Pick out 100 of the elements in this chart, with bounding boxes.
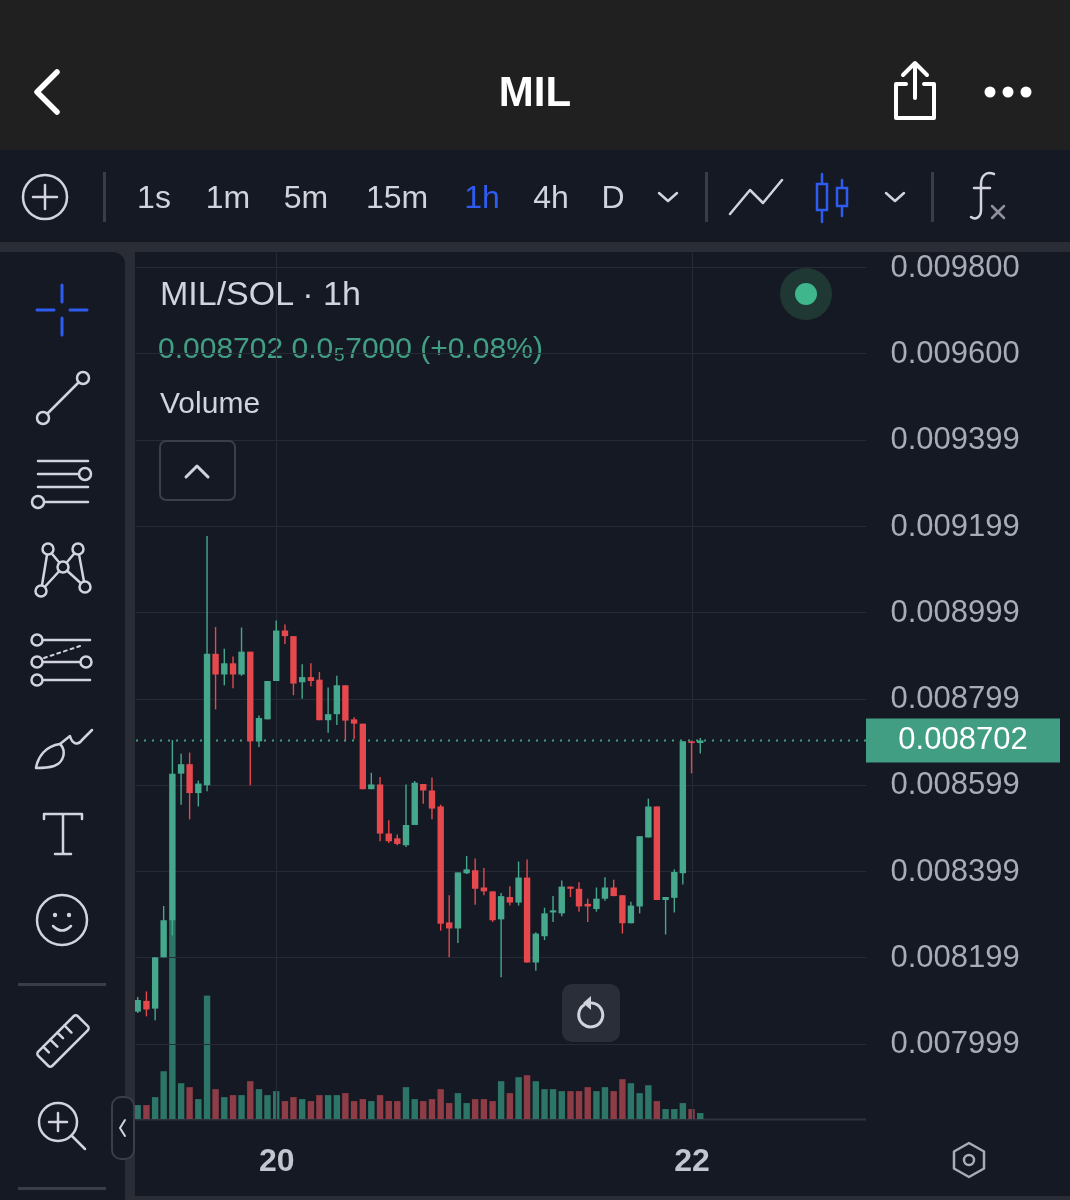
bar — [186, 1087, 193, 1119]
bar — [255, 1089, 263, 1119]
bar — [298, 1099, 306, 1119]
bar — [307, 1101, 315, 1119]
bar — [489, 1101, 496, 1119]
bar — [523, 1075, 531, 1119]
ref-line-label: 0.008702 — [898, 721, 1028, 757]
y-tick-label: 0.008799 — [890, 680, 1020, 716]
y-tick-label: 0.008999 — [890, 593, 1020, 629]
bar — [264, 1095, 271, 1119]
bar — [645, 1085, 652, 1119]
bar — [394, 1101, 401, 1119]
annotation: 0.008702 0.0₅7000 (+0.08%) — [158, 330, 543, 366]
text: 1m — [205, 178, 251, 216]
candlestick — [575, 881, 583, 913]
bar — [247, 1081, 254, 1119]
bar — [333, 1095, 341, 1119]
text: 1s — [137, 178, 171, 216]
bar — [549, 1089, 557, 1119]
candlestick — [229, 655, 237, 689]
bar — [697, 1113, 704, 1119]
bar — [195, 1099, 202, 1119]
candlestick — [350, 716, 358, 740]
bar — [368, 1101, 375, 1119]
y-tick-label: 0.009800 — [890, 248, 1020, 284]
bar — [420, 1101, 427, 1119]
bar — [506, 1093, 514, 1119]
y-tick-label: 0.008399 — [890, 852, 1020, 888]
bar — [385, 1101, 392, 1119]
text: 1h — [464, 178, 500, 216]
candlestick — [446, 894, 453, 959]
y-tick-label: 0.009199 — [890, 507, 1020, 543]
bar — [584, 1087, 591, 1119]
candlestick — [601, 876, 609, 902]
bar — [212, 1089, 219, 1119]
bar — [671, 1109, 678, 1119]
candlestick — [593, 886, 600, 913]
bar — [679, 1103, 687, 1119]
bar — [203, 995, 211, 1119]
bar — [653, 1101, 661, 1119]
candlestick — [497, 892, 505, 978]
bar — [350, 1101, 358, 1119]
candlestick — [480, 867, 488, 896]
bar — [567, 1091, 574, 1119]
bar — [229, 1095, 237, 1119]
bar — [238, 1095, 245, 1119]
candlestick — [212, 626, 219, 711]
candlestick — [238, 626, 245, 677]
candlestick — [324, 686, 332, 734]
chart-title: Volume — [160, 385, 261, 421]
candlestick — [541, 907, 548, 941]
bar — [281, 1101, 289, 1119]
x-tick-label: 20 — [258, 1141, 295, 1178]
candlestick — [307, 662, 315, 687]
bar — [662, 1109, 669, 1119]
text: MIL/SOL · 1h — [160, 274, 361, 314]
bar — [324, 1095, 332, 1119]
bar — [471, 1099, 479, 1119]
y-tick-label: 0.008199 — [890, 938, 1020, 974]
chart-title: MIL — [498, 67, 572, 117]
text: D — [601, 178, 625, 216]
y-tick-label: 0.007999 — [890, 1025, 1020, 1061]
bar — [541, 1089, 548, 1119]
candlestick — [662, 896, 669, 936]
y-tick-label: 0.009600 — [890, 334, 1020, 370]
bar — [359, 1099, 367, 1119]
bar — [143, 1105, 150, 1119]
candlestick — [506, 885, 514, 907]
bar — [454, 1093, 462, 1119]
y-tick-label: 0.009399 — [890, 421, 1020, 457]
candlestick — [221, 647, 228, 686]
bar — [437, 1089, 444, 1119]
bar — [610, 1091, 617, 1119]
candlestick — [428, 776, 436, 821]
bar — [619, 1079, 626, 1119]
bar — [593, 1091, 600, 1119]
bar — [160, 1071, 167, 1119]
bar — [463, 1103, 470, 1119]
text: 15m — [365, 178, 429, 216]
candlestick — [402, 783, 410, 848]
bar — [316, 1095, 323, 1119]
bar — [177, 1083, 185, 1119]
bar — [497, 1081, 505, 1119]
bar — [428, 1099, 436, 1119]
bar — [290, 1097, 297, 1119]
bar — [446, 1103, 453, 1119]
candlestick — [177, 753, 185, 806]
bar — [376, 1095, 384, 1119]
bar — [688, 1109, 695, 1119]
x-tick-label: 22 — [674, 1141, 710, 1178]
bar — [627, 1083, 635, 1119]
candlestick — [298, 663, 306, 700]
y-tick-label: 0.008599 — [890, 766, 1020, 802]
candlestick — [688, 739, 695, 774]
bar — [575, 1091, 583, 1119]
text: 5m — [283, 178, 329, 216]
bar — [480, 1099, 488, 1119]
bar — [402, 1087, 410, 1119]
text: 4h — [533, 178, 569, 216]
bar — [411, 1099, 418, 1119]
